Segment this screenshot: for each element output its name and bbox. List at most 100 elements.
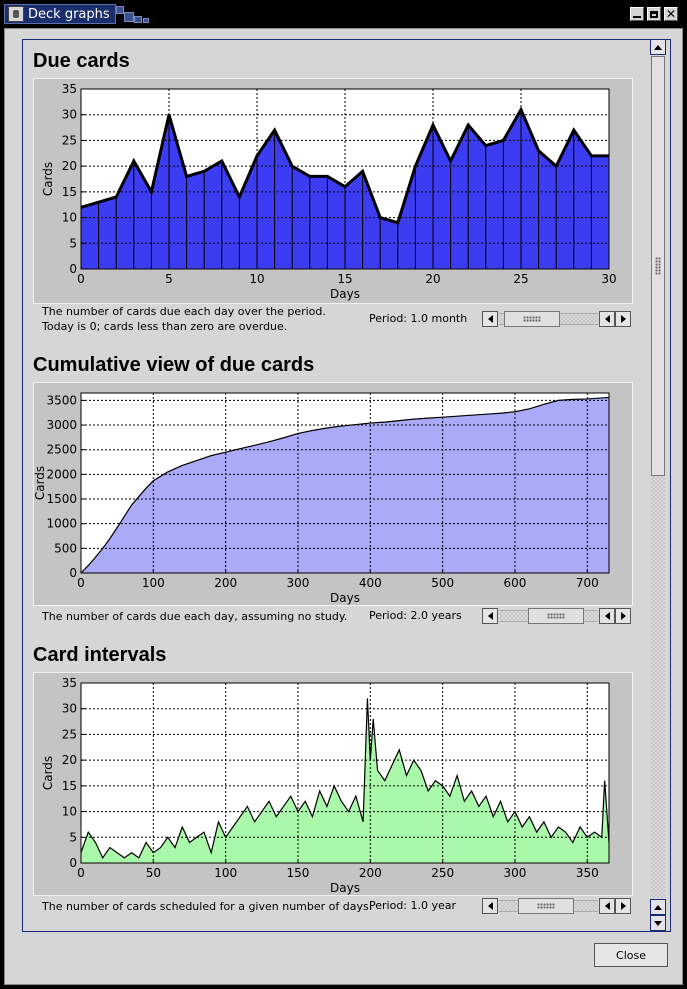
graphs-scroll-area[interactable]: Due cards 0 5 10 15 20 25 30 0 5 10 15 20 25 30 35 Days… <box>22 39 671 932</box>
intervals-period: Period: 1.0 year <box>369 899 457 912</box>
y-tick-label: 35 <box>62 676 77 690</box>
slider-left-arrow-icon[interactable] <box>599 608 615 624</box>
x-axis-label: Days <box>330 287 360 301</box>
series-area <box>81 397 609 573</box>
slider-left-arrow-icon[interactable] <box>599 311 615 327</box>
plot-frame <box>80 682 610 864</box>
slider-right-arrow-icon[interactable] <box>615 311 631 327</box>
scroll-up-arrow-icon[interactable] <box>650 39 666 55</box>
x-tick-label: 400 <box>359 576 382 590</box>
intervals-caption: The number of cards scheduled for a give… <box>42 899 372 914</box>
caption-line: Today is 0; cards less than zero are ove… <box>42 320 288 333</box>
close-icon[interactable]: ✕ <box>664 7 678 21</box>
x-tick-label: 5 <box>165 272 173 286</box>
y-tick-label: 25 <box>62 133 77 147</box>
y-tick-label: 1500 <box>46 492 77 506</box>
slider-thumb[interactable] <box>518 898 574 914</box>
intervals-title: Card intervals <box>33 644 167 666</box>
y-tick-label: 5 <box>69 236 77 250</box>
series-line <box>80 698 610 860</box>
caption-line: The number of cards scheduled for a give… <box>42 900 373 913</box>
x-tick-label: 200 <box>214 576 237 590</box>
slider-left-arrow-icon[interactable] <box>482 898 498 914</box>
vertical-scrollbar[interactable] <box>650 39 666 932</box>
y-tick-label: 35 <box>62 82 77 96</box>
y-tick-label: 3000 <box>46 418 77 432</box>
caption-line: The number of cards due each day, assumi… <box>42 610 348 623</box>
y-tick-label: 25 <box>62 727 77 741</box>
dialog-frame: Due cards 0 5 10 15 20 25 30 0 5 10 15 20 25 30 35 Days… <box>4 28 683 985</box>
due-cards-caption: The number of cards due each day over th… <box>42 304 326 334</box>
x-tick-label: 30 <box>601 272 616 286</box>
intervals-chart-panel: 0 50 100 150 200 250 300 350 0 5 10 15 20 25 30 35 Days C… <box>33 672 633 896</box>
x-tick-label: 600 <box>504 576 527 590</box>
x-tick-label: 20 <box>425 272 440 286</box>
window-titlebar[interactable]: Deck graphs ✕ <box>0 0 687 28</box>
y-tick-label: 20 <box>62 159 77 173</box>
minimize-icon[interactable] <box>630 7 644 21</box>
y-tick-label: 1000 <box>46 517 77 531</box>
due-cards-period-slider[interactable] <box>482 311 632 327</box>
titlebar-decoration <box>116 4 154 24</box>
y-tick-label: 0 <box>69 262 77 276</box>
maximize-icon[interactable] <box>647 7 661 21</box>
scroll-down-arrow-icon[interactable] <box>650 915 666 931</box>
slider-thumb[interactable] <box>504 311 560 327</box>
slider-right-arrow-icon[interactable] <box>615 898 631 914</box>
y-tick-label: 5 <box>69 830 77 844</box>
y-tick-label: 0 <box>69 566 77 580</box>
y-tick-label: 20 <box>62 753 77 767</box>
scrollbar-thumb[interactable] <box>651 56 665 476</box>
slider-left-arrow-icon[interactable] <box>482 608 498 624</box>
cumulative-caption: The number of cards due each day, assumi… <box>42 609 347 624</box>
x-tick-label: 300 <box>287 576 310 590</box>
x-tick-label: 500 <box>431 576 454 590</box>
y-tick-label: 500 <box>54 541 77 555</box>
x-tick-label: 0 <box>77 272 85 286</box>
cumulative-chart: 0 100 200 300 400 500 600 700 0 500 1000 1500 2000 25… <box>34 392 610 605</box>
close-button[interactable]: Close <box>594 943 668 967</box>
cumulative-period: Period: 2.0 years <box>369 609 462 622</box>
series-line <box>80 396 610 574</box>
due-cards-chart-panel: 0 5 10 15 20 25 30 0 5 10 15 20 25 30 35 Days Cards <box>33 78 633 304</box>
x-tick-label: 250 <box>431 866 454 880</box>
series-line <box>80 106 609 225</box>
due-cards-chart: 0 5 10 15 20 25 30 0 5 10 15 20 25 30 35 Days Cards <box>41 82 617 301</box>
y-tick-label: 0 <box>69 856 77 870</box>
y-axis-label: Cards <box>41 162 55 196</box>
y-axis-label: Cards <box>34 466 47 500</box>
y-tick-label: 2000 <box>46 467 77 481</box>
x-tick-label: 100 <box>214 866 237 880</box>
cumulative-title: Cumulative view of due cards <box>33 354 315 376</box>
intervals-period-slider[interactable] <box>482 898 632 914</box>
x-tick-label: 50 <box>146 866 161 880</box>
y-tick-label: 3500 <box>46 393 77 407</box>
x-tick-label: 300 <box>504 866 527 880</box>
slider-left-arrow-icon[interactable] <box>599 898 615 914</box>
caption-line: The number of cards due each day over th… <box>42 305 326 318</box>
x-tick-label: 350 <box>576 866 599 880</box>
scroll-up-arrow-icon[interactable] <box>650 899 666 915</box>
y-tick-label: 30 <box>62 108 77 122</box>
series-area <box>81 698 609 863</box>
y-axis-label: Cards <box>41 756 55 790</box>
x-tick-label: 10 <box>249 272 264 286</box>
x-tick-label: 700 <box>576 576 599 590</box>
y-tick-label: 2500 <box>46 443 77 457</box>
due-cards-title: Due cards <box>33 50 130 72</box>
title-tab[interactable]: Deck graphs <box>4 4 116 24</box>
slider-right-arrow-icon[interactable] <box>615 608 631 624</box>
cumulative-period-slider[interactable] <box>482 608 632 624</box>
y-tick-label: 15 <box>62 185 77 199</box>
y-tick-label: 10 <box>62 211 77 225</box>
y-tick-label: 10 <box>62 805 77 819</box>
slider-thumb[interactable] <box>528 608 584 624</box>
window-title: Deck graphs <box>28 6 110 22</box>
cumulative-chart-panel: 0 100 200 300 400 500 600 700 0 500 1000 1500 2000 25… <box>33 382 633 606</box>
slider-left-arrow-icon[interactable] <box>482 311 498 327</box>
app-icon[interactable] <box>8 6 24 22</box>
x-tick-label: 0 <box>77 576 85 590</box>
x-tick-label: 15 <box>337 272 352 286</box>
x-tick-label: 150 <box>287 866 310 880</box>
y-tick-label: 15 <box>62 779 77 793</box>
